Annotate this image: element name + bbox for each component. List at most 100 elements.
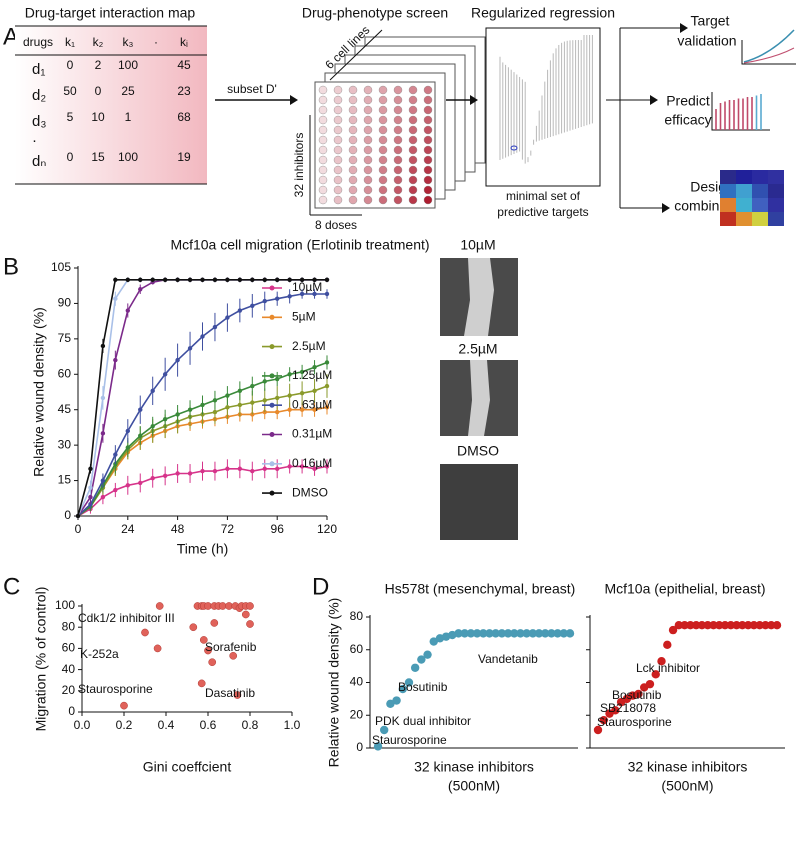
well [318,135,328,145]
point [187,471,193,476]
x-axis-label: (500nM) [661,778,713,794]
point [634,689,643,699]
point [162,473,168,479]
panel-letter: C [3,573,20,600]
well [408,155,418,165]
well [318,105,328,115]
point [472,629,482,638]
well [423,115,433,125]
point [262,398,267,403]
output-label: Predict [666,93,710,109]
point [312,388,317,394]
thumb-line [743,47,795,64]
well [393,185,403,195]
point [113,296,118,301]
point [225,315,230,320]
well [423,95,433,105]
point [522,629,531,638]
point [100,494,106,500]
well [423,85,433,95]
heat-cell [752,212,768,226]
well [423,185,433,195]
wound [464,258,494,336]
well [348,155,358,165]
well [363,85,373,95]
y-tick-label: 0 [68,704,75,718]
point [312,365,317,370]
well [408,145,418,155]
table-cell: 0 [67,150,74,164]
well [393,135,403,145]
heat-cell [768,212,784,226]
x-tick-label: 1.0 [284,718,301,732]
point [485,629,494,638]
point [324,464,330,469]
regression-caption: minimal set of [506,189,581,203]
table-cell: 50 [63,84,77,98]
well [408,175,418,185]
point [547,629,556,638]
well [348,145,358,155]
well [333,105,343,115]
regression-caption: predictive targets [497,205,588,219]
x-tick-label: 0 [75,522,82,536]
heat-cell [768,198,784,212]
point [200,334,205,339]
point [199,636,208,644]
point [241,610,250,619]
y-tick-label: 15 [58,473,72,487]
well [318,95,328,105]
point [208,658,217,667]
point [299,407,305,412]
table-header: k₃ [123,35,134,49]
well [348,165,358,175]
heat-cell [768,184,784,198]
point [138,480,143,486]
well [333,175,343,185]
point [250,468,255,474]
point [225,277,230,283]
y-tick-label: 40 [350,675,364,689]
well [318,145,328,155]
point [197,679,206,688]
x-axis-label: Time (h) [177,541,229,557]
point [312,291,317,297]
well [363,155,373,165]
x-tick-label: 0.4 [158,718,175,732]
arrow-head [470,95,478,105]
point [237,402,243,408]
annotation: Dasatinib [205,686,255,700]
subset-label: subset D' [227,82,277,96]
well [393,115,403,125]
point [150,388,155,394]
well [318,155,328,165]
point [287,277,292,283]
row-label: · [32,132,37,149]
table-cell: 1 [125,110,132,124]
y-tick-label: 80 [62,619,76,633]
heat-cell [736,198,752,212]
point [187,407,193,412]
regression-title: Regularized regression [471,5,615,21]
point [175,471,180,476]
screen-axis: 32 inhibitors [292,133,306,198]
point [324,405,330,410]
point [237,388,243,394]
point [225,393,230,398]
point [651,670,660,679]
y-tick-label: 20 [350,707,364,721]
well [318,115,328,125]
point [599,715,608,725]
point [138,407,143,412]
well [408,135,418,145]
point [299,464,305,469]
well [408,85,418,95]
point [287,372,292,377]
point [541,629,550,638]
y-tick-label: 60 [58,366,72,380]
point [113,452,118,457]
x-tick-label: 24 [121,522,135,536]
well [393,175,403,185]
thumb-line [743,29,795,63]
